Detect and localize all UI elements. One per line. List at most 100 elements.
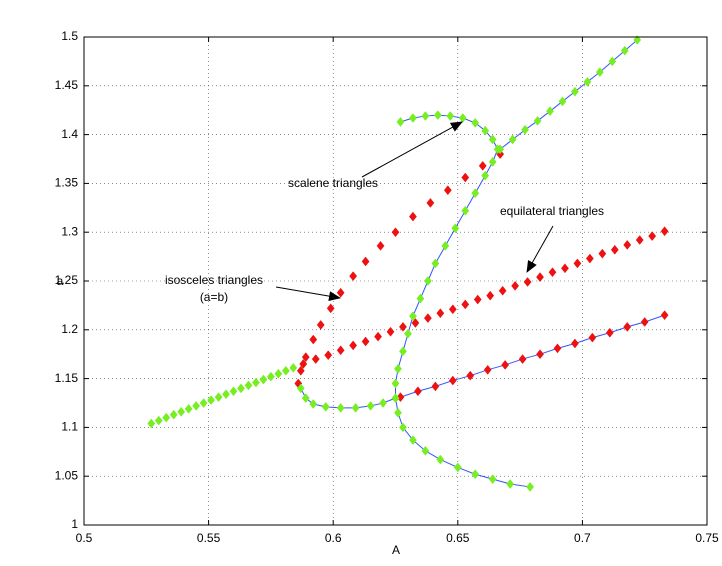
diamond-marker — [396, 117, 405, 127]
diamond-marker — [461, 205, 470, 216]
x-tick-label: 0.65 — [446, 531, 470, 545]
diamond-marker — [386, 326, 395, 337]
diamond-marker — [561, 263, 569, 274]
diamond-marker — [409, 211, 417, 222]
y-tick-label: 1.45 — [55, 78, 79, 92]
diamond-marker — [518, 354, 527, 364]
diamond-marker — [301, 393, 310, 404]
diamond-marker — [423, 276, 432, 286]
diamond-marker — [379, 398, 387, 408]
diamond-marker — [496, 144, 505, 155]
diamond-marker — [553, 343, 562, 354]
y-tick-label: 1.15 — [55, 371, 79, 385]
x-tick-label: 0.7 — [574, 531, 591, 545]
diamond-marker — [391, 378, 400, 389]
annotation: isosceles triangles — [165, 273, 263, 287]
diamond-marker — [259, 374, 268, 385]
diamond-marker — [391, 393, 400, 404]
diamond-marker — [421, 445, 430, 456]
diamond-marker — [349, 271, 358, 282]
diamond-marker — [289, 362, 298, 373]
diamond-marker — [501, 360, 510, 370]
curve-line — [400, 314, 665, 398]
annotation-arrow — [526, 225, 554, 273]
x-tick-label: 0.6 — [325, 531, 342, 545]
diamond-marker — [486, 290, 495, 301]
y-axis-label: a — [57, 274, 64, 288]
diamond-marker — [336, 345, 345, 356]
x-tick-label: 0.75 — [695, 531, 719, 545]
diamond-marker — [508, 134, 517, 145]
x-axis-label: A — [392, 543, 400, 557]
diamond-marker — [416, 293, 425, 304]
annotation: (a=b) — [200, 290, 228, 304]
diamond-marker — [498, 285, 507, 296]
diamond-marker — [481, 125, 490, 136]
diamond-marker — [177, 406, 186, 417]
diamond-marker — [546, 106, 554, 117]
diamond-marker — [436, 454, 445, 465]
diamond-marker — [252, 377, 260, 388]
diamond-marker — [441, 240, 450, 251]
diamond-marker — [376, 240, 385, 251]
diamond-marker — [199, 398, 208, 408]
diamond-marker — [351, 402, 360, 413]
diamond-marker — [423, 313, 432, 323]
diamond-marker — [453, 462, 462, 473]
diamond-marker — [274, 368, 283, 379]
diamond-marker — [598, 248, 607, 259]
diamond-marker — [588, 332, 597, 343]
diamond-marker — [471, 469, 480, 480]
annotation-arrow — [361, 121, 463, 178]
diamond-marker — [214, 392, 223, 403]
diamond-marker — [473, 294, 482, 305]
diamond-marker — [461, 299, 470, 310]
diamond-marker — [321, 402, 330, 412]
annotation: scalene triangles — [288, 176, 378, 190]
diamond-marker — [446, 111, 455, 121]
diamond-marker — [610, 244, 619, 255]
annotation-arrow — [275, 286, 341, 302]
diamond-marker — [660, 310, 669, 321]
plot-area — [84, 37, 707, 525]
diamond-marker — [483, 364, 492, 375]
diamond-marker — [411, 318, 420, 328]
diamond-marker — [488, 134, 497, 145]
diamond-marker — [361, 256, 370, 267]
diamond-marker — [623, 239, 632, 250]
diamond-marker — [648, 231, 657, 242]
diamond-marker — [506, 479, 515, 489]
diamond-marker — [296, 365, 305, 376]
y-tick-label: 1.3 — [61, 224, 78, 238]
diamond-marker — [451, 223, 460, 234]
diamond-marker — [207, 395, 216, 405]
diamond-marker — [409, 113, 417, 123]
diamond-marker — [229, 386, 238, 397]
diamond-marker — [660, 226, 669, 237]
y-tick-label: 1 — [71, 517, 78, 531]
x-tick-label: 0.55 — [197, 531, 221, 545]
diamond-marker — [266, 371, 275, 382]
diamond-marker — [443, 185, 452, 196]
diamond-marker — [521, 124, 530, 135]
diamond-marker — [404, 328, 412, 339]
diamond-marker — [620, 45, 629, 56]
diamond-marker — [184, 403, 193, 414]
y-tick-label: 1.35 — [55, 176, 79, 190]
diamond-marker — [391, 227, 400, 238]
y-tick-label: 1.4 — [61, 127, 78, 141]
diamond-marker — [461, 172, 470, 183]
y-tick-label: 1.2 — [61, 322, 78, 336]
diamond-marker — [296, 383, 305, 394]
diamond-marker — [169, 409, 178, 420]
diamond-marker — [222, 389, 230, 400]
diamond-marker — [431, 381, 440, 392]
diamond-marker — [635, 235, 644, 245]
diamond-marker — [324, 350, 333, 361]
diamond-marker — [511, 280, 520, 291]
diamond-marker — [281, 365, 290, 376]
diamond-marker — [154, 415, 163, 426]
diamond-marker — [623, 321, 632, 332]
diamond-marker — [523, 277, 532, 287]
